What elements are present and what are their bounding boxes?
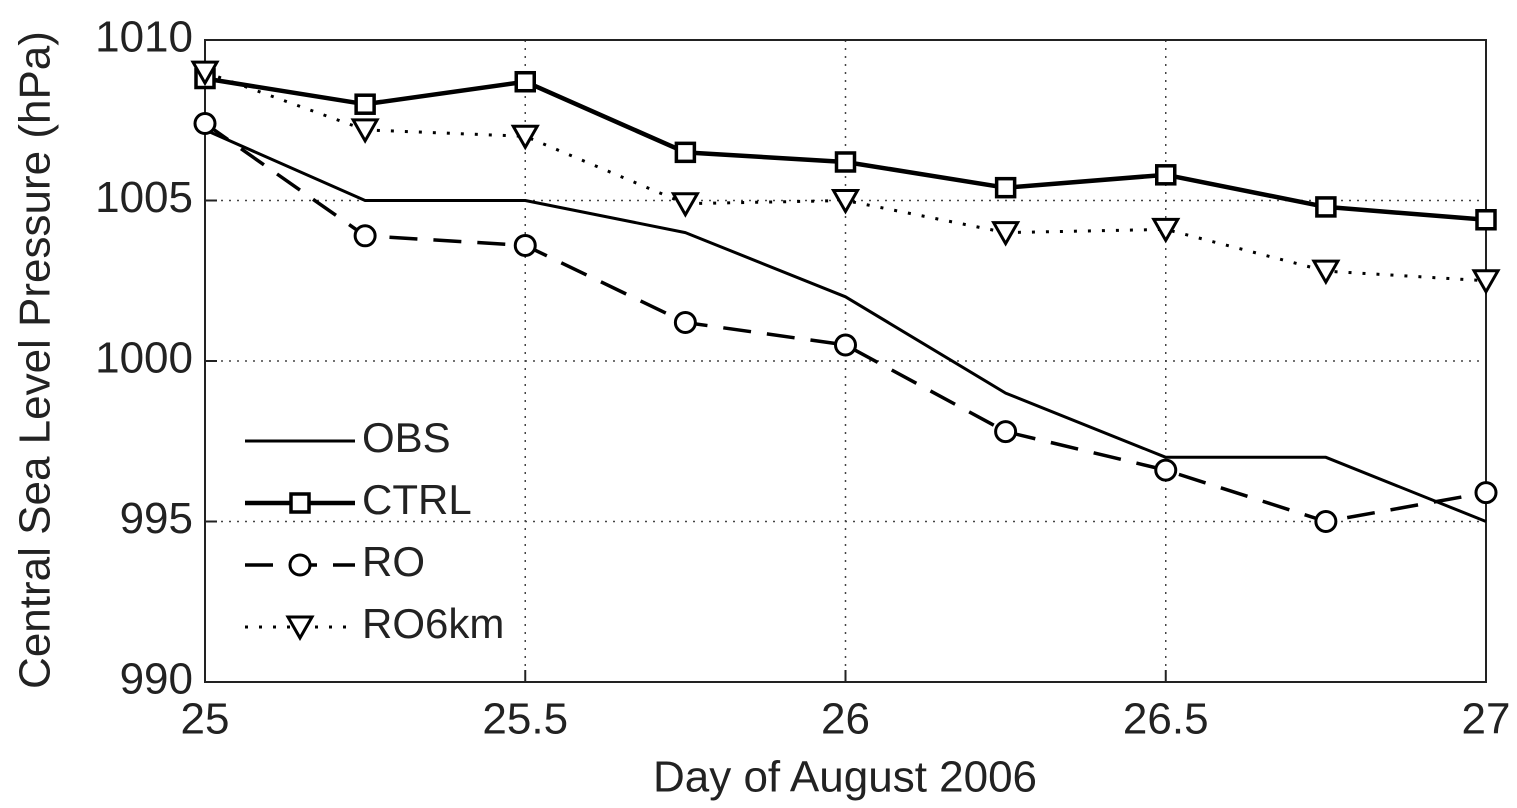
point-marker	[1151, 217, 1181, 244]
y-tick-label: 1010	[95, 13, 193, 62]
point-marker	[1315, 196, 1337, 218]
point-marker	[1154, 458, 1178, 482]
y-axis-label: Central Sea Level Pressure (hPa)	[11, 31, 60, 689]
legend-label: RO6km	[362, 600, 504, 647]
point-marker	[1471, 269, 1501, 295]
point-marker	[1314, 510, 1338, 533]
legend-marker	[289, 492, 311, 514]
point-marker	[193, 111, 217, 135]
point-marker	[514, 70, 536, 93]
point-marker	[513, 233, 537, 257]
point-marker	[674, 141, 697, 164]
legend-label: OBS	[362, 414, 451, 461]
point-marker	[991, 221, 1021, 247]
point-marker	[510, 124, 540, 151]
point-marker	[670, 192, 700, 218]
point-marker	[834, 151, 857, 173]
point-marker	[1155, 164, 1177, 186]
x-axis-label: Day of August 2006	[653, 753, 1037, 802]
point-marker	[1474, 481, 1498, 505]
point-marker	[1475, 209, 1497, 231]
point-marker	[830, 189, 861, 215]
point-marker	[190, 60, 220, 87]
y-tick-label: 995	[120, 494, 193, 543]
x-tick-label: 25	[181, 695, 230, 744]
point-marker	[350, 118, 380, 144]
series-line	[203, 122, 1487, 524]
point-marker	[834, 333, 857, 357]
y-tick-label: 1005	[95, 173, 193, 222]
x-tick-label: 26.5	[1123, 695, 1209, 744]
y-tick-label: 990	[120, 655, 193, 704]
plot-frame	[204, 39, 1487, 683]
legend-marker	[288, 553, 312, 577]
legend-marker	[285, 615, 315, 642]
point-marker	[994, 420, 1018, 444]
x-tick-label: 27	[1462, 695, 1511, 744]
series-line	[204, 128, 1487, 523]
legend-label: CTRL	[362, 476, 472, 523]
point-marker	[994, 176, 1017, 199]
legend-label: RO	[362, 538, 425, 585]
point-marker	[673, 310, 697, 334]
point-marker	[354, 93, 376, 115]
y-tick-label: 1000	[95, 334, 193, 383]
x-tick-label: 25.5	[482, 695, 568, 744]
point-marker	[1311, 259, 1341, 286]
point-marker	[353, 224, 377, 248]
x-tick-label: 26	[821, 695, 870, 744]
